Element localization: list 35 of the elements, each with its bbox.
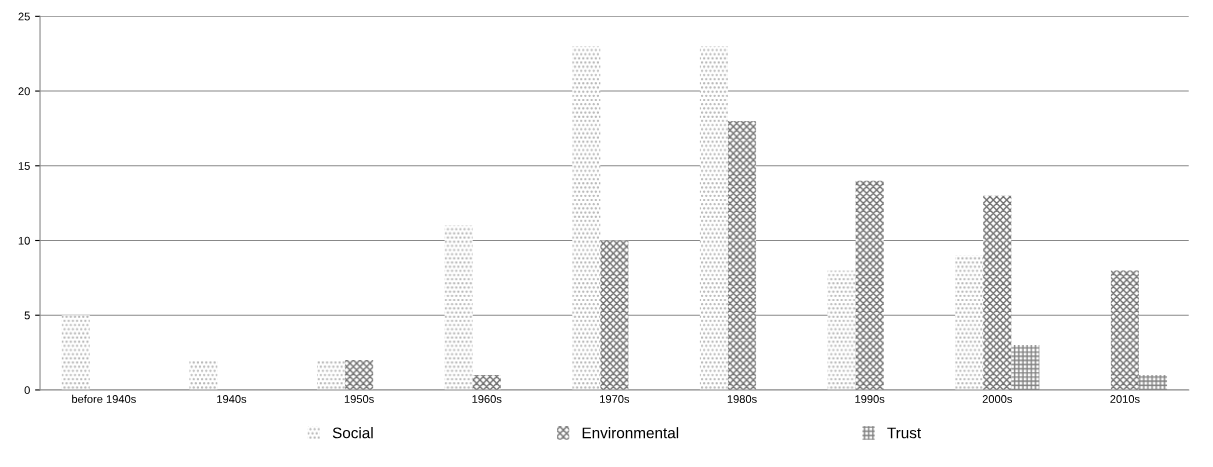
bar (61, 315, 90, 390)
bar (1138, 375, 1168, 390)
bar (472, 375, 501, 390)
bar (827, 270, 856, 390)
y-tick-label: 10 (18, 236, 30, 245)
bar (1110, 270, 1139, 390)
y-tick-label: 20 (18, 87, 30, 96)
legend-label: Trust (887, 427, 922, 439)
bar (345, 360, 374, 390)
y-tick-label: 25 (18, 12, 30, 21)
bar (855, 180, 884, 390)
bar (600, 240, 629, 390)
x-tick-label: 1970s (600, 395, 630, 403)
bar (317, 360, 346, 390)
bar (727, 120, 757, 390)
bar (983, 195, 1012, 390)
bar (189, 360, 218, 390)
legend-label: Social (332, 427, 373, 439)
x-tick-label: 2010s (1110, 395, 1140, 403)
x-tick-label: 1980s (727, 395, 757, 403)
y-tick-label: 0 (24, 386, 30, 395)
y-tick-label: 15 (18, 162, 30, 170)
x-tick-label: 1940s (217, 395, 247, 403)
x-tick-label: 1990s (855, 395, 885, 403)
x-tick-label: 1950s (344, 395, 374, 403)
bar (572, 46, 601, 390)
x-tick-label: 2000s (982, 395, 1013, 403)
bar (1011, 345, 1040, 390)
x-tick-label: 1960s (472, 395, 502, 403)
bar (955, 255, 984, 390)
legend-label: Environmental (582, 427, 679, 439)
bar (444, 225, 473, 390)
x-tick-label: before 1940s (72, 394, 136, 403)
y-tick-label: 5 (24, 311, 30, 320)
bar (699, 46, 728, 390)
